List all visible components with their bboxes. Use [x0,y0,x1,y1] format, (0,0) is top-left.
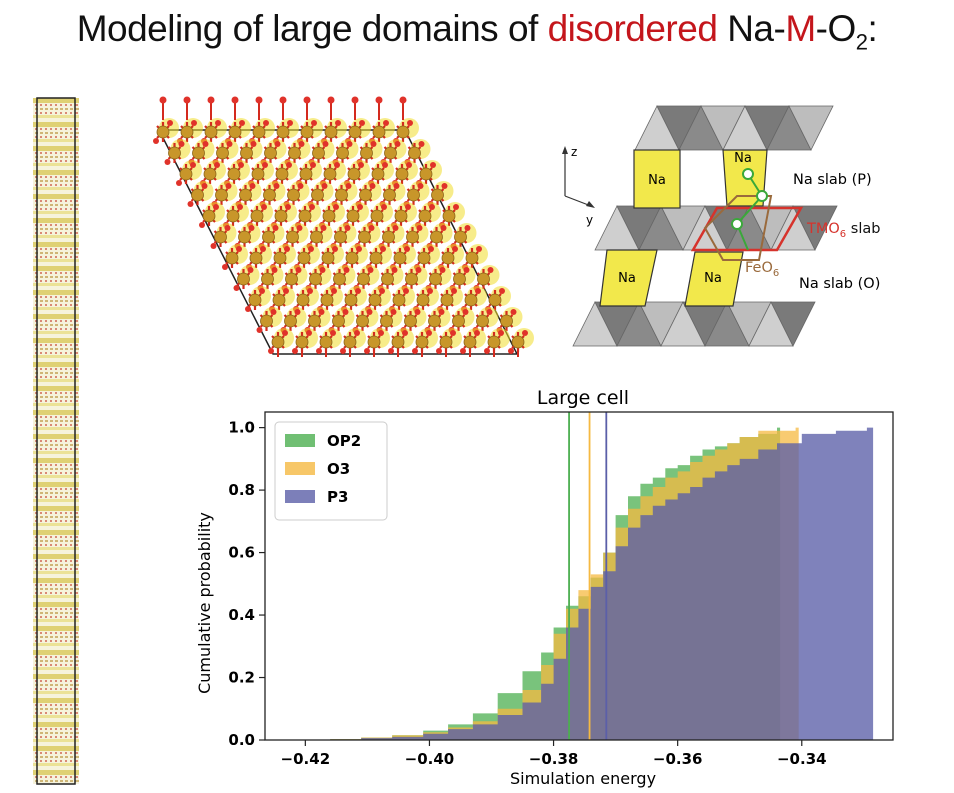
na-label-3: Na [618,271,636,286]
plot-area [264,411,894,741]
legend-label-p3: P3 [327,488,348,506]
na-label-2: Na [734,151,752,166]
legend-label-op2: OP2 [327,432,361,450]
title-metal: M [785,8,816,49]
legend-swatch-p3 [285,490,315,503]
y-tick-label: 0.0 [228,731,255,749]
y-axis: 0.0 0.2 0.4 0.6 0.8 1.0 [228,419,265,749]
crystal-structure-image [153,96,534,357]
site-icon [731,218,743,230]
y-tick-label: 0.8 [228,481,255,499]
label-na-slab-o: Na slab (O) [799,276,880,292]
x-axis-label: Simulation energy [510,769,656,788]
label-na-slab-p: Na slab (P) [793,172,872,188]
z-axis-label: z [571,145,577,159]
y-tick-label: 0.6 [228,544,255,562]
y-tick-label: 1.0 [228,419,255,437]
tmo6-outline [690,206,804,252]
cumulative-histogram-chart: Large cell −0.42 −0.40 −0.38 −0.36 −0.34 0.0… [195,387,894,788]
na-box-upper-left [633,149,681,209]
title-part2: Na- [717,8,786,49]
title-part3: -O [815,8,857,49]
legend-swatch-o3 [285,462,315,475]
supercell-column-image [33,97,79,785]
page-title: Modeling of large domains of disordered … [0,8,954,55]
x-tick-label: −0.34 [777,750,827,768]
y-axis-label: Cumulative probability [195,512,214,694]
legend-swatch-op2 [285,434,315,447]
title-highlight: disordered [547,8,718,49]
layer-schematic-image: Na Na Na Na z y Na slab (P) TMO6 slab Fe… [562,105,880,347]
x-tick-label: −0.42 [281,750,331,768]
plot-frame [264,411,894,741]
title-part4: : [867,8,878,49]
legend-label-o3: O3 [327,460,350,478]
series-area-p3 [299,427,874,740]
y-axis-label: y [586,213,593,227]
chart-title: Large cell [537,387,629,409]
na-box-lower-right [684,251,744,307]
y-tick-label: 0.2 [228,669,255,687]
x-axis: −0.42 −0.40 −0.38 −0.36 −0.34 [281,740,827,768]
na-box-lower-left [599,249,658,307]
x-tick-label: −0.36 [653,750,703,768]
title-subscript: 2 [855,29,868,55]
hop-path [735,173,764,251]
site-icon [756,190,768,202]
site-icon [742,168,754,180]
y-tick-label: 0.4 [228,606,255,624]
legend: OP2 O3 P3 [274,421,388,521]
label-tmo6-slab: TMO6 slab [806,221,880,240]
x-tick-label: −0.40 [405,750,455,768]
x-tick-label: −0.38 [529,750,579,768]
title-part1: Modeling of large domains of [76,8,548,49]
y-axis-arrow [564,195,592,207]
label-feo6: FeO6 [745,260,779,279]
na-label-1: Na [648,173,666,188]
na-label-4: Na [704,271,722,286]
